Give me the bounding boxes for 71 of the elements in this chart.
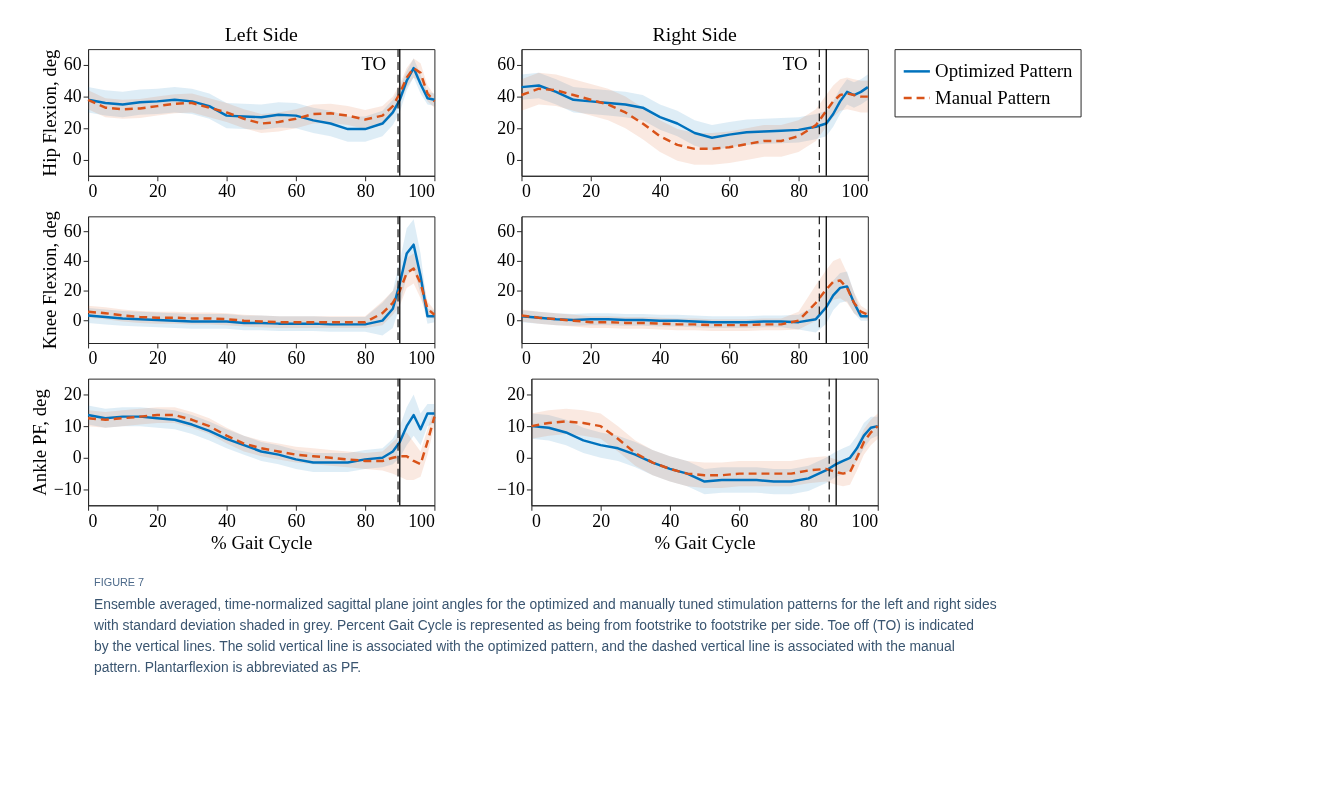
x-axis-title: % Gait Cycle — [654, 532, 756, 554]
y-tick-label: 0 — [506, 149, 516, 170]
y-tick-label: 60 — [497, 220, 516, 241]
legend-label: Optimized Pattern — [935, 60, 1074, 82]
x-tick-label: 20 — [148, 348, 167, 369]
y-tick-label: 20 — [63, 280, 82, 301]
y-tick-label: 0 — [72, 310, 82, 331]
annotation: TO — [782, 52, 808, 74]
x-tick-label: 60 — [720, 348, 739, 369]
x-tick-label: 40 — [218, 181, 237, 202]
x-tick-label: 20 — [582, 181, 601, 202]
y-tick-label: 40 — [63, 86, 82, 107]
x-tick-label: 80 — [790, 348, 809, 369]
y-axis-title: Hip Flexion, deg — [38, 48, 60, 177]
y-tick-label: 0 — [72, 447, 82, 468]
x-tick-label: 20 — [582, 348, 601, 369]
x-tick-label: 80 — [356, 510, 375, 531]
x-tick-label: 60 — [720, 181, 739, 202]
x-tick-label: 60 — [287, 348, 306, 369]
x-tick-label: 60 — [287, 181, 306, 202]
x-tick-label: 20 — [148, 510, 167, 531]
y-tick-label: 40 — [63, 250, 82, 271]
y-tick-label: 60 — [63, 220, 82, 241]
y-tick-label: 20 — [497, 280, 516, 301]
y-tick-label: 60 — [63, 54, 82, 75]
chart-title: Right Side — [652, 22, 737, 45]
y-axis-title: Ankle PF, deg — [28, 388, 50, 496]
x-tick-label: 80 — [800, 510, 818, 531]
x-tick-label: 60 — [730, 510, 749, 531]
x-tick-label: 100 — [851, 510, 879, 531]
y-tick-label: 10 — [507, 415, 526, 436]
y-tick-label: 40 — [497, 250, 516, 271]
y-axis-title: Knee Flexion, deg — [38, 210, 60, 350]
y-tick-label: 10 — [63, 415, 82, 436]
x-tick-label: 40 — [651, 348, 670, 369]
x-tick-label: 80 — [356, 181, 375, 202]
y-tick-label: −10 — [53, 478, 82, 499]
y-tick-label: 40 — [497, 86, 516, 107]
x-axis-title: % Gait Cycle — [211, 532, 313, 554]
x-tick-label: 0 — [88, 181, 98, 202]
y-tick-label: 0 — [506, 310, 516, 331]
x-tick-label: 0 — [88, 510, 98, 531]
y-tick-label: 0 — [72, 149, 82, 170]
x-tick-label: 40 — [661, 510, 680, 531]
y-tick-label: 0 — [516, 447, 526, 468]
x-tick-label: 20 — [148, 181, 167, 202]
x-tick-label: 80 — [356, 348, 375, 369]
y-tick-label: 20 — [497, 117, 516, 138]
x-tick-label: 60 — [287, 510, 306, 531]
x-tick-label: 40 — [651, 181, 670, 202]
y-tick-label: −10 — [497, 478, 526, 499]
x-tick-label: 40 — [218, 510, 237, 531]
x-tick-label: 0 — [88, 348, 98, 369]
legend-label: Manual Pattern — [935, 87, 1052, 109]
caption: FIGURE 7 — [94, 576, 145, 589]
x-tick-label: 0 — [531, 510, 541, 531]
text: Ensemble averaged, time-normalized sagittal plane joint angles for the optimized and manually tuned stimulation patterns for the left and right sides with standard deviation shaded in grey. Percent Gait Cycle is represented as being from footstrike to footstrike per side. Toe off (TO) is indicated by the vertical lines. The solid vertical line is associated with the optimized pattern, and the dashed vertical line is associated with the manual pattern. Plantarflexion is abbreviated as PF. — [93, 596, 997, 675]
x-tick-label: 20 — [592, 510, 611, 531]
y-tick-label: 60 — [497, 54, 516, 75]
y-tick-label: 20 — [63, 383, 82, 404]
annotation: TO — [361, 52, 387, 74]
x-tick-label: 100 — [841, 348, 869, 369]
x-tick-label: 100 — [408, 348, 435, 369]
x-tick-label: 40 — [218, 348, 237, 369]
x-tick-label: 100 — [408, 510, 435, 531]
chart-title: Left Side — [224, 22, 298, 45]
y-tick-label: 20 — [63, 117, 82, 138]
x-tick-label: 80 — [790, 181, 809, 202]
y-tick-label: 20 — [507, 383, 526, 404]
x-tick-label: 100 — [841, 181, 869, 202]
x-tick-label: 100 — [408, 181, 435, 202]
